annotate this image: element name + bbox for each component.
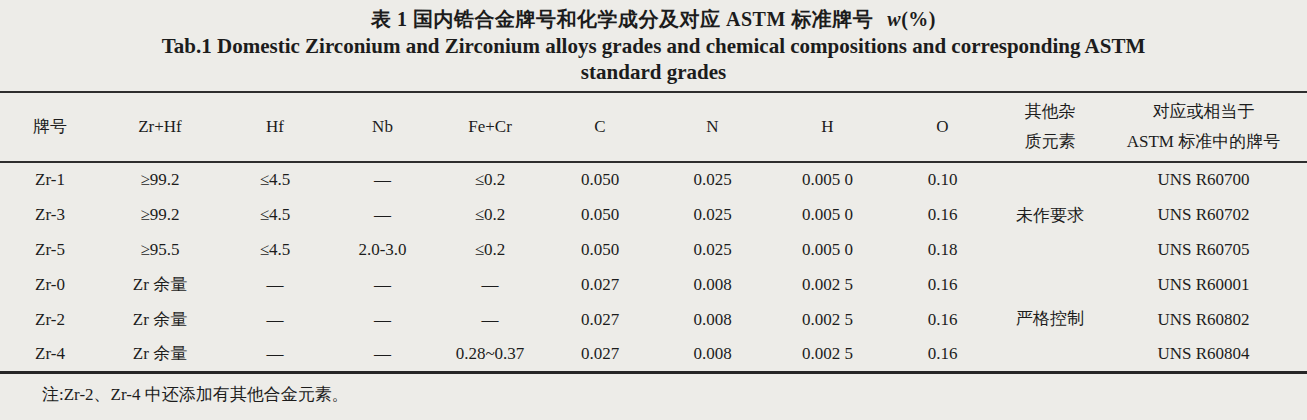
cell-h: 0.002 5 [770,337,885,372]
cell-c: 0.050 [545,232,655,267]
cell-grade: Zr-1 [0,162,100,197]
cell-nb: — [330,337,435,372]
cell-hf: ≤4.5 [220,162,330,197]
table-row-zr5: Zr-5 ≥95.5 ≤4.5 2.0-3.0 ≤0.2 0.050 0.025… [0,232,1307,267]
header-h: H [770,92,885,162]
cell-o: 0.18 [885,232,1000,267]
header-o: O [885,92,1000,162]
cell-fe-cr: — [435,302,545,337]
cell-fe-cr: ≤0.2 [435,162,545,197]
table-row-zr2: Zr-2 Zr 余量 — — — 0.027 0.008 0.002 5 0.1… [0,302,1307,337]
cell-h: 0.002 5 [770,267,885,302]
cell-h: 0.005 0 [770,197,885,232]
cell-o: 0.16 [885,267,1000,302]
cell-grade: Zr-0 [0,267,100,302]
header-grade: 牌号 [0,92,100,162]
table-title-chinese-text: 表 1 国内锆合金牌号和化学成分及对应 ASTM 标准牌号 [371,8,873,30]
cell-c: 0.027 [545,337,655,372]
table-footnote: 注:Zr-2、Zr-4 中还添加有其他合金元素。 [42,383,1307,406]
table-row-zr1: Zr-1 ≥99.2 ≤4.5 — ≤0.2 0.050 0.025 0.005… [0,162,1307,197]
cell-fe-cr: — [435,267,545,302]
cell-grade: Zr-5 [0,232,100,267]
cell-zr-hf: ≥99.2 [100,197,220,232]
cell-n: 0.025 [655,162,770,197]
cell-o: 0.16 [885,302,1000,337]
cell-astm: UNS R60700 [1100,162,1307,197]
cell-astm: UNS R60705 [1100,232,1307,267]
cell-hf: — [220,267,330,302]
table-title-english-line2: standard grades [0,59,1307,85]
cell-nb: — [330,197,435,232]
cell-grade: Zr-2 [0,302,100,337]
cell-n: 0.008 [655,337,770,372]
document-page: 表 1 国内锆合金牌号和化学成分及对应 ASTM 标准牌号 w(%) Tab.1 … [0,0,1307,420]
table-title-english-line1: Tab.1 Domestic Zirconium and Zirconium a… [0,33,1307,59]
cell-c: 0.050 [545,197,655,232]
cell-h: 0.002 5 [770,302,885,337]
cell-astm: UNS R60702 [1100,197,1307,232]
unit-percent: (%) [901,8,936,30]
cell-hf: ≤4.5 [220,232,330,267]
cell-h: 0.005 0 [770,162,885,197]
cell-o: 0.16 [885,337,1000,372]
cell-n: 0.025 [655,197,770,232]
header-c: C [545,92,655,162]
cell-nb: — [330,267,435,302]
cell-fe-cr: 0.28~0.37 [435,337,545,372]
cell-hf: ≤4.5 [220,197,330,232]
cell-nb: — [330,162,435,197]
cell-astm: UNS R60804 [1100,337,1307,372]
cell-astm: UNS R60802 [1100,302,1307,337]
table-row-zr4: Zr-4 Zr 余量 — — 0.28~0.37 0.027 0.008 0.0… [0,337,1307,372]
cell-impurity-group-not-required: 未作要求 [1000,162,1100,267]
cell-n: 0.008 [655,267,770,302]
table-row-zr0: Zr-0 Zr 余量 — — — 0.027 0.008 0.002 5 0.1… [0,267,1307,302]
header-astm-grade: 对应或相当于 ASTM 标准中的牌号 [1100,92,1307,162]
cell-zr-hf: ≥95.5 [100,232,220,267]
cell-hf: — [220,337,330,372]
cell-zr-hf: Zr 余量 [100,267,220,302]
composition-table: 牌号 Zr+Hf Hf Nb Fe+Cr C N H O 其他杂 质元素 对应或… [0,91,1307,374]
cell-zr-hf: ≥99.2 [100,162,220,197]
cell-grade: Zr-3 [0,197,100,232]
cell-astm: UNS R60001 [1100,267,1307,302]
cell-hf: — [220,302,330,337]
cell-n: 0.025 [655,232,770,267]
header-astm-grade-line1: 对应或相当于 [1100,97,1307,127]
cell-c: 0.050 [545,162,655,197]
header-fe-cr: Fe+Cr [435,92,545,162]
table-row-zr3: Zr-3 ≥99.2 ≤4.5 — ≤0.2 0.050 0.025 0.005… [0,197,1307,232]
cell-nb: 2.0-3.0 [330,232,435,267]
cell-impurity-group-strict-control: 严格控制 [1000,267,1100,372]
cell-zr-hf: Zr 余量 [100,337,220,372]
header-row: 牌号 Zr+Hf Hf Nb Fe+Cr C N H O 其他杂 质元素 对应或… [0,92,1307,162]
cell-nb: — [330,302,435,337]
header-other-impurities-line1: 其他杂 [1000,97,1100,127]
table-title-chinese: 表 1 国内锆合金牌号和化学成分及对应 ASTM 标准牌号 w(%) [0,5,1307,33]
cell-o: 0.16 [885,197,1000,232]
header-n: N [655,92,770,162]
header-astm-grade-line2: ASTM 标准中的牌号 [1100,127,1307,157]
table-title-unit: w(%) [887,8,936,30]
header-zr-hf: Zr+Hf [100,92,220,162]
unit-symbol: w [887,8,901,30]
cell-o: 0.10 [885,162,1000,197]
cell-fe-cr: ≤0.2 [435,232,545,267]
cell-fe-cr: ≤0.2 [435,197,545,232]
cell-c: 0.027 [545,302,655,337]
cell-grade: Zr-4 [0,337,100,372]
header-nb: Nb [330,92,435,162]
header-other-impurities: 其他杂 质元素 [1000,92,1100,162]
cell-c: 0.027 [545,267,655,302]
cell-n: 0.008 [655,302,770,337]
cell-zr-hf: Zr 余量 [100,302,220,337]
cell-h: 0.005 0 [770,232,885,267]
header-other-impurities-line2: 质元素 [1000,127,1100,157]
header-hf: Hf [220,92,330,162]
